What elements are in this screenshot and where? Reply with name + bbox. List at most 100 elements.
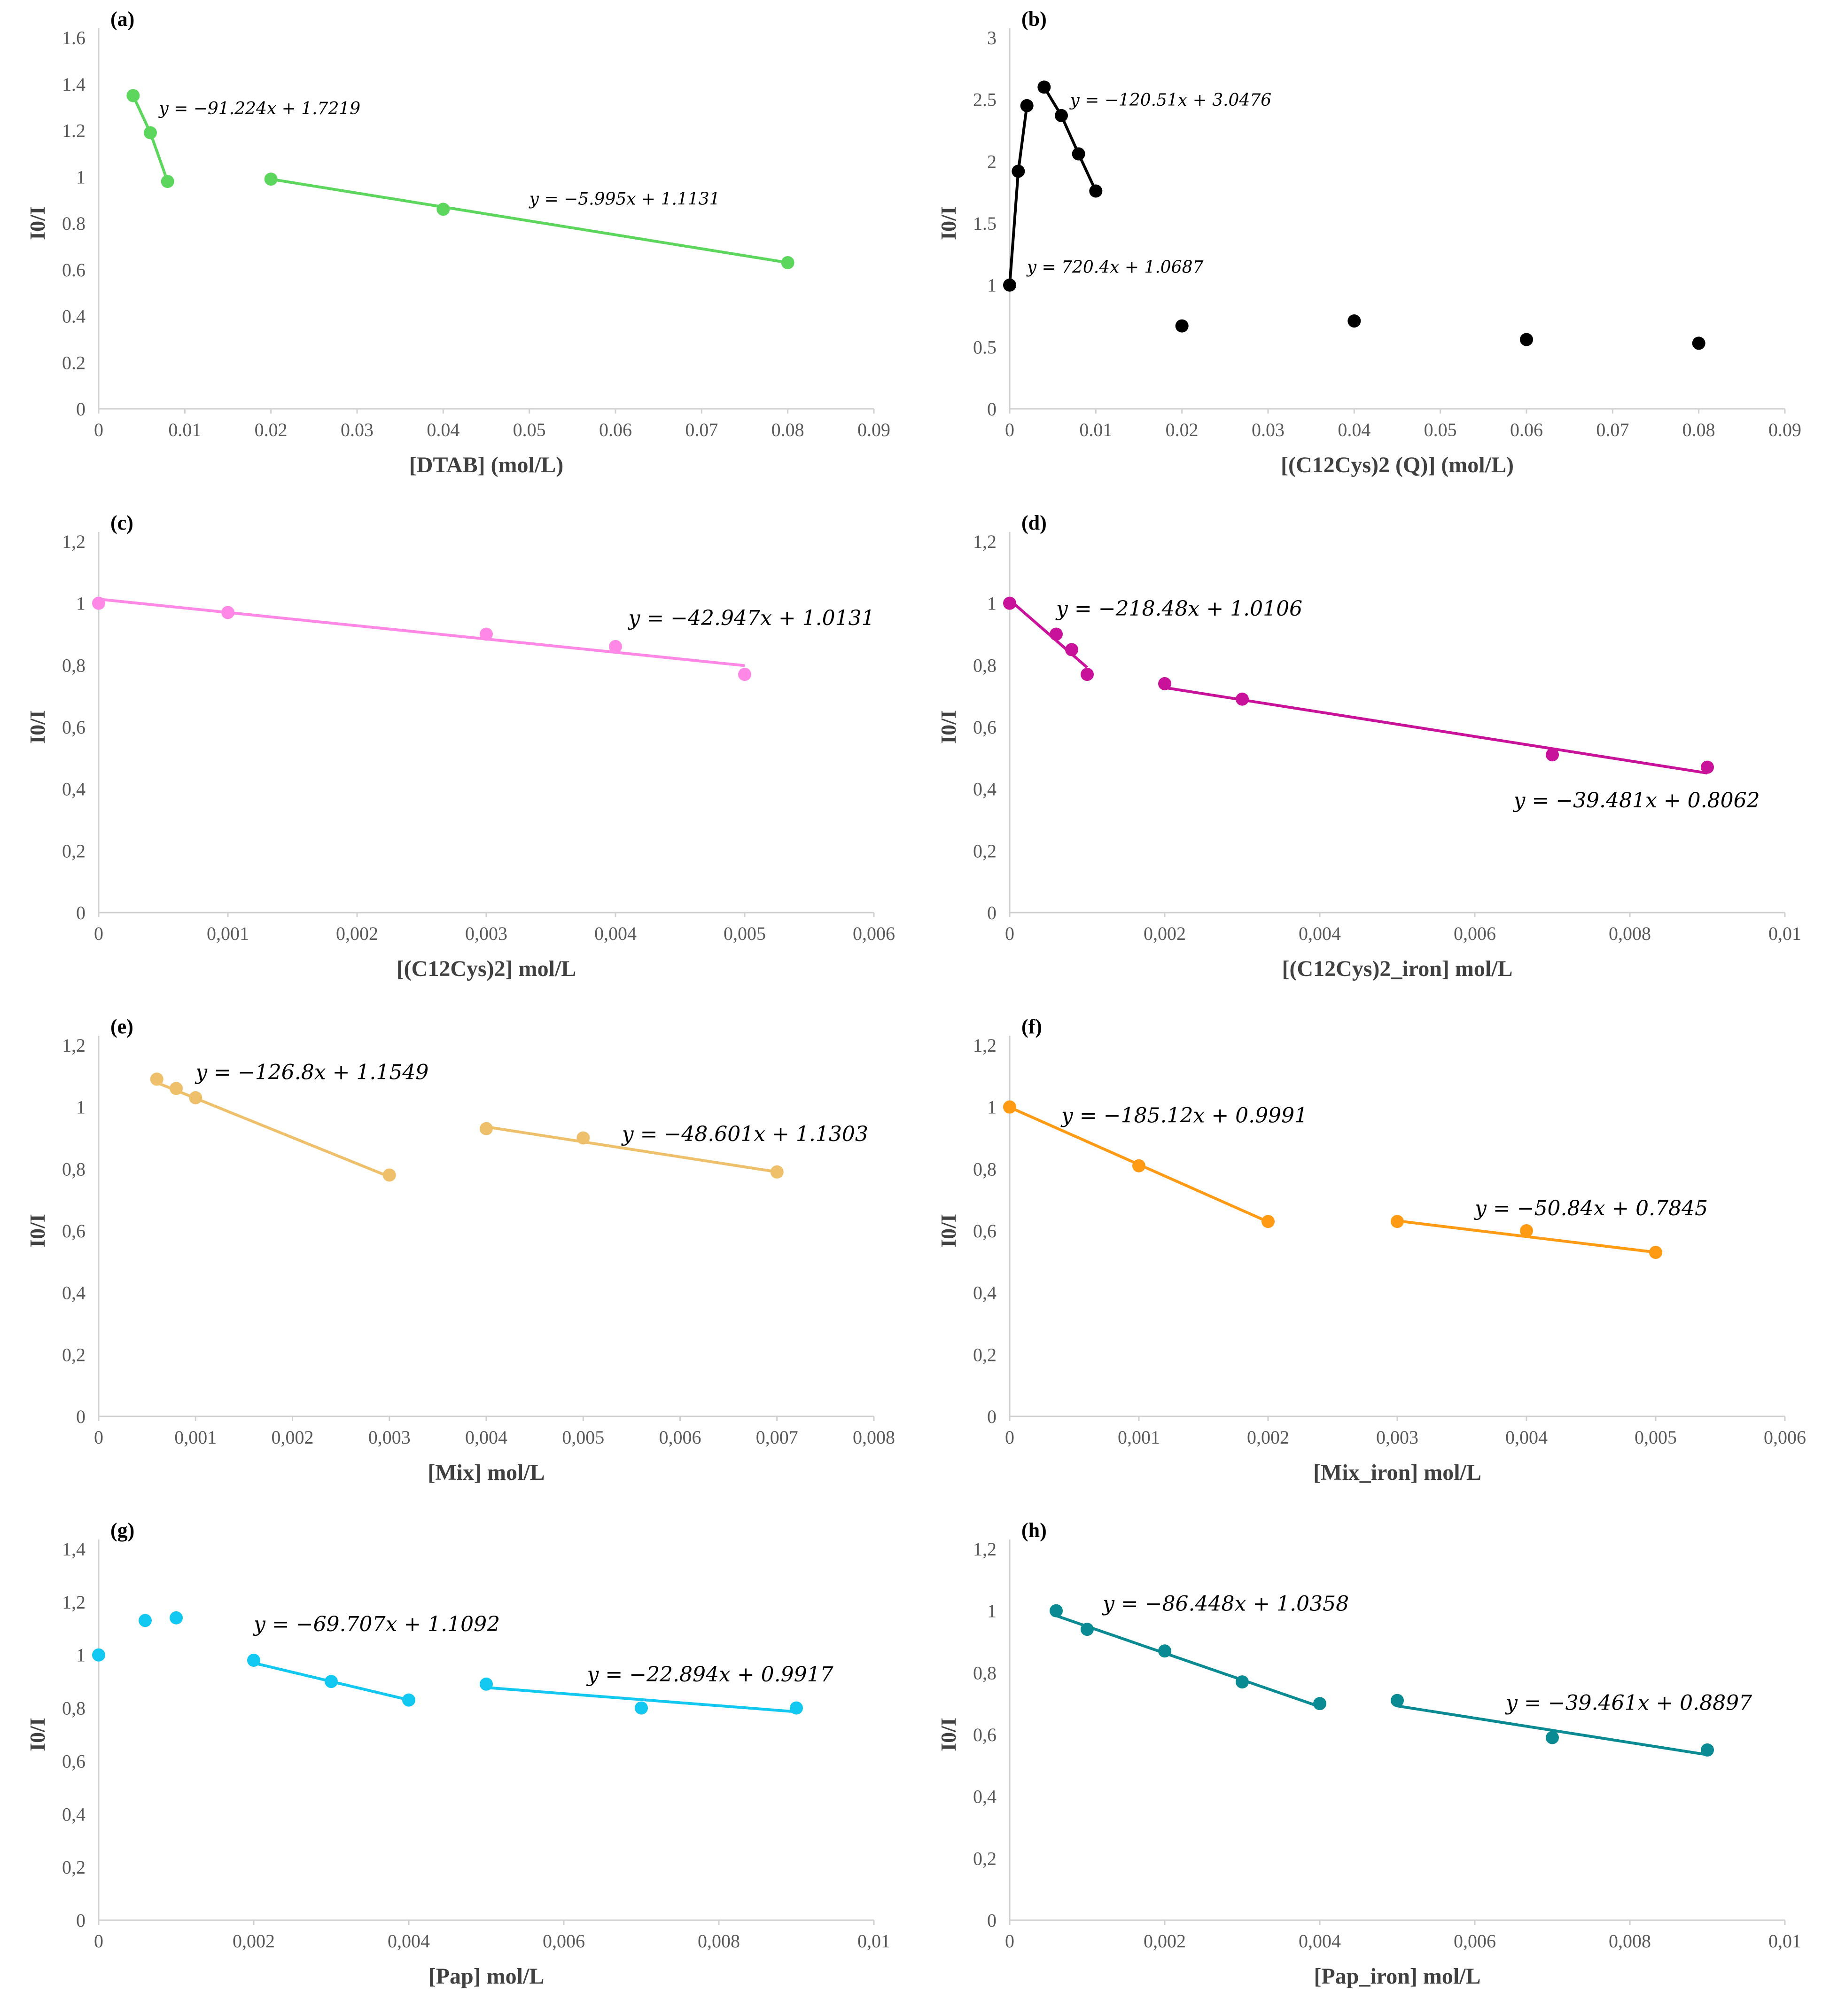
trendline-equation: y = −218.48x + 1.0106 [1055, 597, 1302, 621]
data-point [247, 1654, 260, 1667]
data-point [1520, 333, 1533, 346]
y-tick-label: 0,8 [973, 655, 997, 676]
trendline-equation: y = −120.51x + 3.0476 [1069, 91, 1271, 110]
trendline-equation: y = −50.84x + 0.7845 [1474, 1196, 1708, 1220]
x-axis-label: [Mix_iron] mol/L [1313, 1460, 1481, 1485]
x-tick-label: 0,002 [233, 1930, 275, 1952]
data-point [480, 627, 493, 641]
data-point [1236, 692, 1249, 706]
y-tick-label: 0,8 [62, 1698, 86, 1719]
panel-c: 0 0,001 0,002 0,003 0,004 0,005 0,006 0 0,2 0,4 0,… [0, 504, 911, 1008]
y-tick-label: 1,2 [62, 531, 86, 552]
x-tick-label: 0.03 [341, 419, 374, 440]
y-tick-label: 0,8 [973, 1662, 997, 1683]
trendline-equation: y = −22.894x + 0.9917 [586, 1663, 833, 1687]
trendline-equation: y = −5.995x + 1.1131 [529, 190, 720, 209]
y-tick-label: 0 [987, 1910, 997, 1931]
data-point [402, 1693, 415, 1707]
y-tick-label: 1 [76, 1097, 86, 1118]
data-point [126, 89, 140, 102]
chart-h: 0 0,002 0,004 0,006 0,008 0,01 0 0,2 0,4 0,6 0,8 1 1… [936, 1519, 1801, 1989]
data-point [1089, 184, 1103, 198]
y-axis-label: I0/I [936, 710, 960, 744]
x-axis-label: [(C12Cys)2] mol/L [397, 956, 576, 981]
data-point [1050, 627, 1063, 641]
panel-label: (c) [110, 511, 133, 534]
x-tick-label: 0,006 [543, 1930, 585, 1952]
data-point [1520, 1224, 1533, 1237]
x-tick-label: 0,004 [1299, 923, 1341, 944]
y-tick-label: 0,4 [62, 779, 86, 800]
x-tick-label: 0,003 [368, 1427, 411, 1448]
data-point [1546, 748, 1559, 762]
y-tick-label: 0,4 [973, 1282, 997, 1304]
x-tick-label: 0.07 [685, 419, 718, 440]
trendline-equation: y = −69.707x + 1.1092 [253, 1612, 500, 1636]
data-point [1050, 1604, 1063, 1617]
x-tick-label: 0,007 [756, 1427, 798, 1448]
trendline-equation: y = −48.601x + 1.1303 [621, 1122, 868, 1146]
x-tick-label: 0.04 [427, 419, 459, 440]
trendline [271, 178, 788, 264]
trendline-equation: y = −42.947x + 1.0131 [628, 606, 875, 630]
y-tick-label: 1.2 [62, 120, 86, 141]
panel-f: 0 0,001 0,002 0,003 0,004 0,005 0,006 0 0,2 0,4 0,… [911, 1008, 1822, 1511]
y-axis-label: I0/I [25, 1214, 49, 1248]
data-point [1003, 596, 1016, 610]
y-tick-label: 0,2 [973, 1344, 997, 1365]
x-tick-label: 0,001 [1118, 1427, 1160, 1448]
y-tick-label: 1 [76, 166, 86, 188]
x-tick-label: 0,005 [562, 1427, 604, 1448]
chart-a: 0 0.01 0.02 0.03 0.04 0.05 0.06 0.07 0.08 0.09 0 0.… [25, 8, 890, 477]
y-tick-label: 0.2 [62, 352, 86, 373]
y-tick-label: 0.5 [973, 336, 997, 358]
y-tick-label: 1 [76, 1645, 86, 1666]
x-tick-label: 0,004 [1299, 1930, 1341, 1952]
y-tick-label: 0,8 [973, 1158, 997, 1180]
y-tick-label: 0,4 [62, 1282, 86, 1304]
data-point [382, 1168, 396, 1182]
x-tick-label: 0,008 [1609, 1930, 1651, 1952]
data-point [1012, 164, 1025, 178]
data-point [436, 203, 450, 216]
y-tick-label: 1 [987, 593, 997, 614]
x-tick-label: 0,008 [698, 1930, 740, 1952]
panel-g: 0 0,002 0,004 0,006 0,008 0,01 0 0,2 0,4 0,6 0,8 1 1… [0, 1511, 911, 2015]
x-tick-label: 0 [94, 1930, 103, 1952]
data-point [92, 1648, 105, 1662]
y-tick-label: 1 [987, 1601, 997, 1622]
panel-label: (a) [110, 8, 134, 31]
panel-label: (g) [110, 1519, 134, 1542]
x-tick-label: 0,001 [207, 923, 249, 944]
x-tick-label: 0 [94, 923, 103, 944]
y-tick-label: 0,2 [62, 1344, 86, 1365]
y-tick-label: 0,6 [62, 717, 86, 738]
y-tick-label: 0 [76, 902, 86, 923]
data-point [770, 1165, 784, 1179]
data-point [1081, 1623, 1094, 1636]
y-tick-label: 1,2 [973, 1035, 997, 1056]
trendline [1008, 105, 1028, 285]
data-point [1072, 147, 1085, 161]
x-tick-label: 0,004 [594, 923, 637, 944]
x-tick-label: 0,002 [1144, 1930, 1186, 1952]
chart-e: 0 0,001 0,002 0,003 0,004 0,005 0,006 0,007 0,00… [25, 1015, 895, 1485]
y-tick-label: 0,2 [973, 840, 997, 861]
data-point [1055, 109, 1068, 122]
data-point [161, 175, 174, 188]
x-tick-label: 0,01 [857, 1930, 890, 1952]
x-tick-label: 0.03 [1252, 419, 1285, 440]
data-point [609, 640, 622, 653]
x-axis-label: [DTAB] (mol/L) [409, 453, 563, 477]
x-tick-label: 0.06 [599, 419, 632, 440]
x-tick-label: 0,002 [336, 923, 378, 944]
trendline-equation: y = −185.12x + 0.9991 [1060, 1104, 1308, 1128]
x-tick-label: 0,006 [1454, 1930, 1496, 1952]
data-point [1020, 99, 1034, 112]
x-tick-label: 0,004 [465, 1427, 507, 1448]
x-tick-label: 0.01 [1079, 419, 1112, 440]
x-axis-label: [(C12Cys)2 (Q)] (mol/L) [1281, 453, 1514, 477]
data-point [170, 1082, 183, 1095]
y-tick-label: 1.6 [62, 27, 86, 48]
y-axis-label: I0/I [25, 710, 49, 744]
